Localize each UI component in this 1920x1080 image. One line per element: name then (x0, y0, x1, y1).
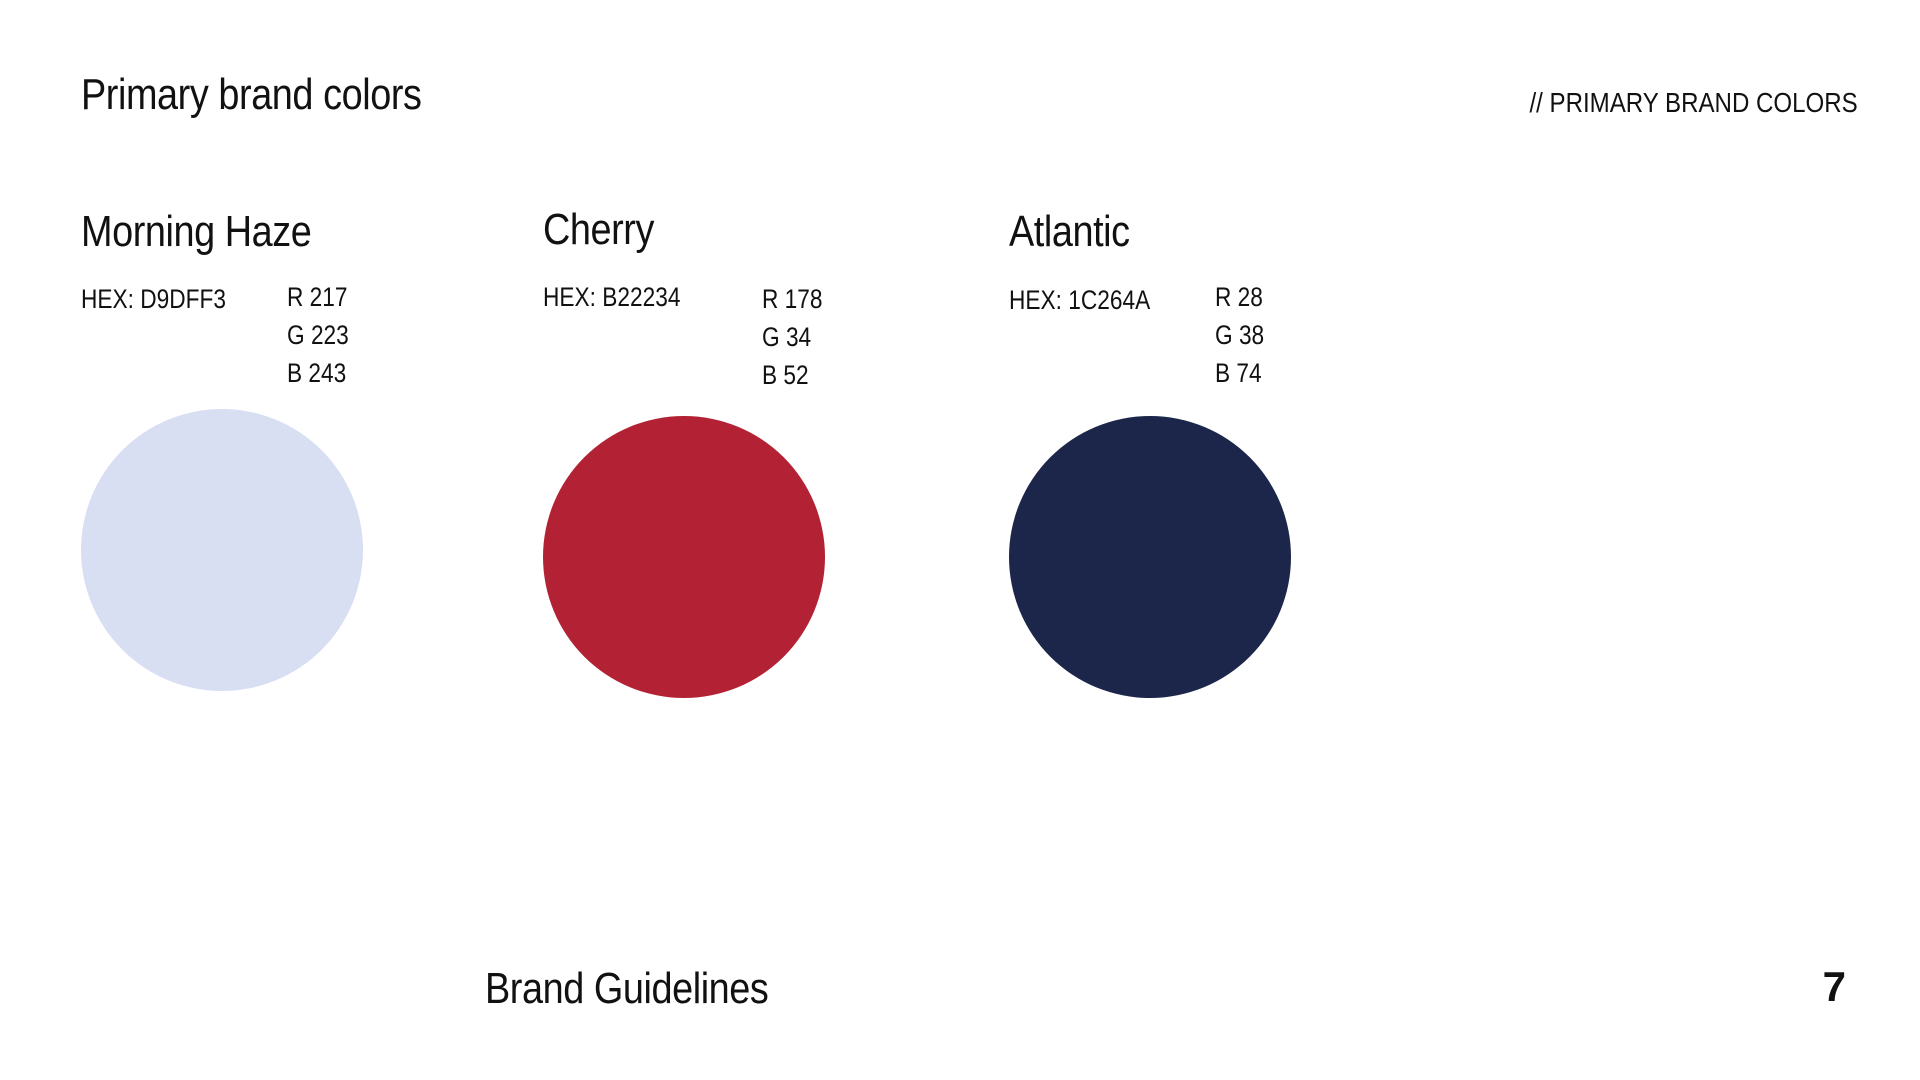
color-circle (543, 416, 825, 698)
swatch-r-value: R 28 (1215, 282, 1263, 312)
page-number: 7 (1822, 963, 1846, 1010)
swatch-r-value: R 178 (762, 284, 823, 314)
swatch-g-value: G 34 (762, 322, 812, 352)
swatch-r-value: R 217 (287, 282, 348, 312)
swatch-name: Atlantic (1009, 207, 1130, 256)
swatch-hex: HEX: B22234 (543, 282, 681, 312)
swatch-g-value: G 223 (287, 320, 349, 350)
swatch-rgb: R 178 G 34 B 52 (762, 280, 823, 394)
color-circle (81, 409, 363, 691)
swatch-rgb: R 217 G 223 B 243 (287, 278, 349, 392)
swatch-rgb: R 28 G 38 B 74 (1215, 278, 1264, 392)
swatch-name: Morning Haze (81, 207, 312, 256)
swatch-hex: HEX: 1C264A (1009, 285, 1151, 315)
page-title: Primary brand colors (81, 70, 422, 119)
color-circle (1009, 416, 1291, 698)
swatch-b-value: B 243 (287, 358, 347, 388)
swatch-g-value: G 38 (1215, 320, 1265, 350)
footer-title: Brand Guidelines (485, 964, 769, 1013)
swatch-hex: HEX: D9DFF3 (81, 284, 226, 314)
swatch-name: Cherry (543, 205, 654, 254)
section-tag: // PRIMARY BRAND COLORS (1529, 87, 1858, 118)
swatch-b-value: B 74 (1215, 358, 1262, 388)
swatch-b-value: B 52 (762, 360, 809, 390)
